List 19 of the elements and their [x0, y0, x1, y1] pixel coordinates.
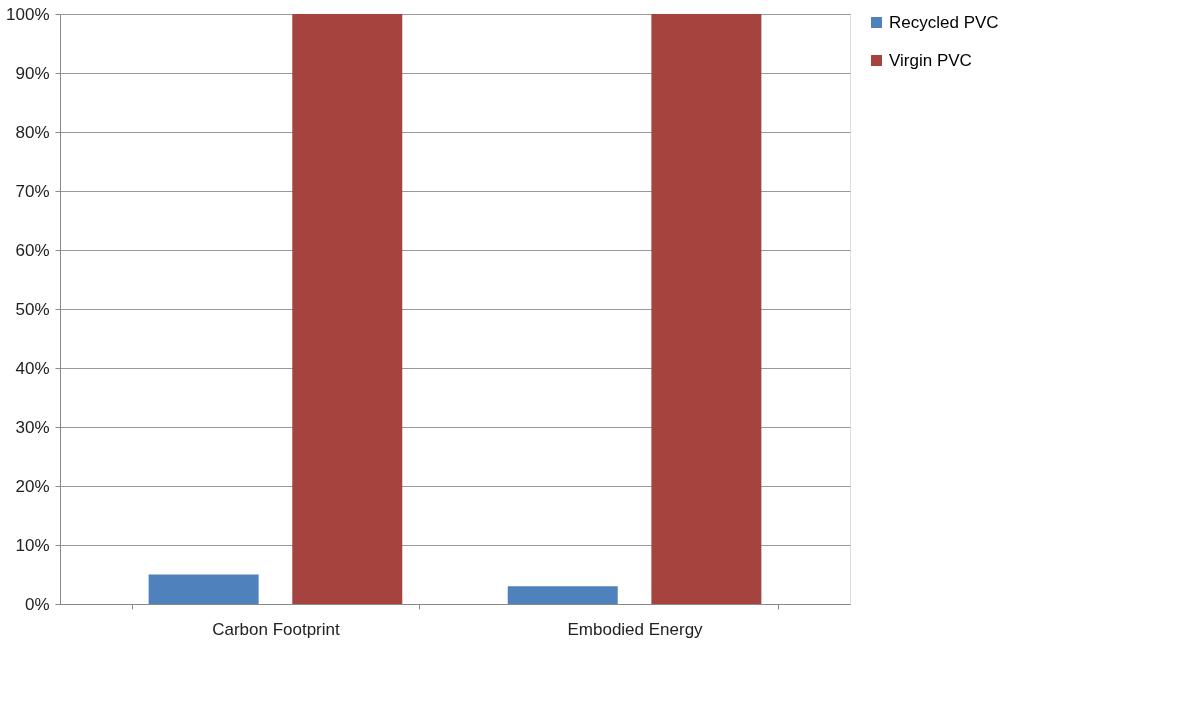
y-tick-label: 80%	[15, 122, 50, 142]
y-tick-label: 10%	[15, 535, 50, 555]
y-tick-label: 0%	[24, 594, 50, 614]
legend-label: Recycled PVC	[889, 12, 999, 32]
legend-label: Virgin PVC	[889, 50, 972, 70]
y-tick-label: 20%	[15, 476, 50, 496]
y-tick-label: 70%	[15, 181, 50, 201]
y-tick-label: 100%	[6, 4, 50, 24]
bar	[148, 574, 259, 604]
bar	[507, 586, 618, 604]
bar	[651, 14, 762, 604]
y-tick-label: 40%	[15, 358, 50, 378]
y-tick-label: 90%	[15, 63, 50, 83]
x-tick-label: Carbon Footprint	[212, 619, 341, 639]
bar	[292, 14, 403, 604]
y-tick-label: 50%	[15, 299, 50, 319]
x-tick-label: Embodied Energy	[567, 619, 704, 639]
y-tick-label: 30%	[15, 417, 50, 437]
y-tick-label: 60%	[15, 240, 50, 260]
